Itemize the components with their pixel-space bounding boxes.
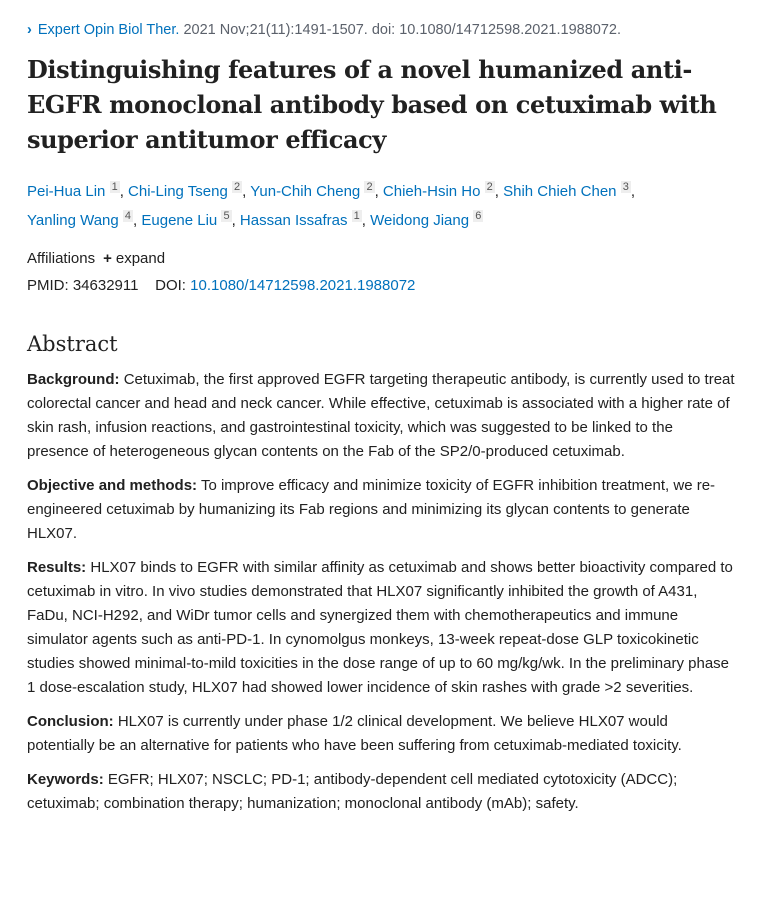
section-text: To improve efficacy and minimize toxicit… <box>27 477 716 542</box>
plus-icon: + <box>103 250 112 267</box>
abstract-conclusion: Conclusion: HLX07 is currently under pha… <box>27 710 738 758</box>
doi-link[interactable]: 10.1080/14712598.2021.1988072 <box>190 277 416 294</box>
author-link[interactable]: Chi-Ling Tseng <box>128 183 228 200</box>
keywords-text: EGFR; HLX07; NSCLC; PD-1; antibody-depen… <box>27 771 678 812</box>
author-list: Pei-Hua Lin 1, Chi-Ling Tseng 2, Yun-Chi… <box>27 181 635 229</box>
keywords-label: Keywords: <box>27 771 104 788</box>
author-link[interactable]: Pei-Hua Lin <box>27 183 106 200</box>
pmid-value: 34632911 <box>72 277 139 294</box>
identifiers: PMID: 34632911 DOI: 10.1080/14712598.202… <box>27 274 738 298</box>
article-title: Distinguishing features of a novel human… <box>27 55 717 154</box>
abstract-heading: Abstract <box>27 332 118 356</box>
affiliations-label: Affiliations <box>27 250 96 267</box>
abstract-objective: Objective and methods: To improve effica… <box>27 474 738 546</box>
author-link[interactable]: Shih Chieh Chen <box>503 183 617 200</box>
journal-link[interactable]: Expert Opin Biol Ther. <box>37 22 180 38</box>
author-link[interactable]: Yun-Chih Cheng <box>250 183 361 200</box>
pmid-label: PMID: <box>27 277 69 294</box>
citation-text: 2021 Nov;21(11):1491-1507. doi: 10.1080/… <box>183 22 621 38</box>
affiliation-number[interactable]: 5 <box>221 210 232 222</box>
doi-label: DOI: <box>155 277 186 294</box>
affiliation-number[interactable]: 3 <box>620 181 631 193</box>
expand-button[interactable]: expand <box>115 250 166 267</box>
section-label: Results: <box>27 559 87 576</box>
author-link[interactable]: Eugene Liu <box>141 212 218 229</box>
affiliation-number[interactable]: 1 <box>109 181 120 193</box>
keywords: Keywords: EGFR; HLX07; NSCLC; PD-1; anti… <box>27 768 738 816</box>
author-link[interactable]: Weidong Jiang <box>370 212 470 229</box>
abstract-results: Results: HLX07 binds to EGFR with simila… <box>27 556 738 700</box>
section-label: Background: <box>27 371 120 388</box>
affiliation-number[interactable]: 2 <box>484 181 495 193</box>
section-label: Conclusion: <box>27 713 114 730</box>
section-text: Cetuximab, the first approved EGFR targe… <box>27 371 735 460</box>
affiliations-toggle[interactable]: Affiliations + expand <box>27 247 738 271</box>
section-text: HLX07 binds to EGFR with similar affinit… <box>27 559 733 696</box>
affiliation-number[interactable]: 2 <box>364 181 375 193</box>
affiliation-number[interactable]: 1 <box>351 210 362 222</box>
author-link[interactable]: Hassan Issafras <box>239 212 348 229</box>
section-label: Objective and methods: <box>27 477 198 494</box>
chevron-right-icon: › <box>27 22 32 38</box>
section-text: HLX07 is currently under phase 1/2 clini… <box>27 713 682 754</box>
affiliation-number[interactable]: 2 <box>232 181 243 193</box>
author-link[interactable]: Yanling Wang <box>27 212 119 229</box>
affiliation-number[interactable]: 4 <box>122 210 134 222</box>
affiliation-number[interactable]: 6 <box>473 210 484 222</box>
abstract-background: Background: Cetuximab, the first approve… <box>27 368 738 464</box>
journal-citation: › Expert Opin Biol Ther. 2021 Nov;21(11):… <box>27 20 738 40</box>
author-link[interactable]: Chieh-Hsin Ho <box>382 183 481 200</box>
